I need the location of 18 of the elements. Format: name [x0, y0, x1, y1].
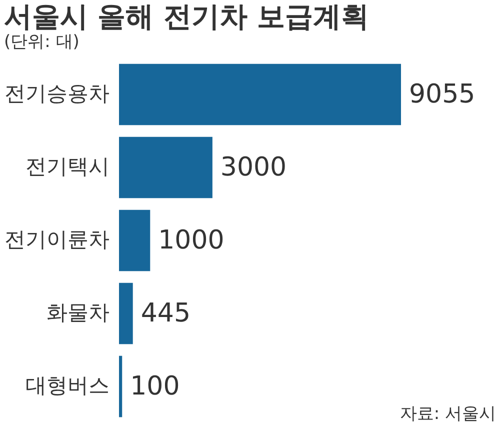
data-label: 9055 [409, 80, 476, 110]
data-label: 1000 [158, 226, 224, 256]
y-tick-label: 대형버스 [26, 374, 110, 398]
bar [119, 282, 133, 344]
data-label: 445 [140, 298, 190, 328]
data-label: 3000 [220, 152, 287, 182]
bar [119, 136, 212, 198]
y-tick-label: 화물차 [46, 300, 110, 324]
annotation: 자료: 서울시 [400, 404, 496, 424]
y-tick-label: 전기이륜차 [4, 228, 110, 252]
y-tick-label: 전기승용차 [4, 82, 110, 106]
data-label: 100 [130, 372, 180, 402]
chart-subtitle: (단위: 대) [4, 32, 80, 52]
bar [119, 210, 150, 272]
bar [119, 64, 401, 126]
bar [119, 356, 122, 418]
chart-title: 서울시 올해 전기차 보급계획 [4, 0, 370, 33]
y-tick-label: 전기택시 [26, 154, 110, 178]
